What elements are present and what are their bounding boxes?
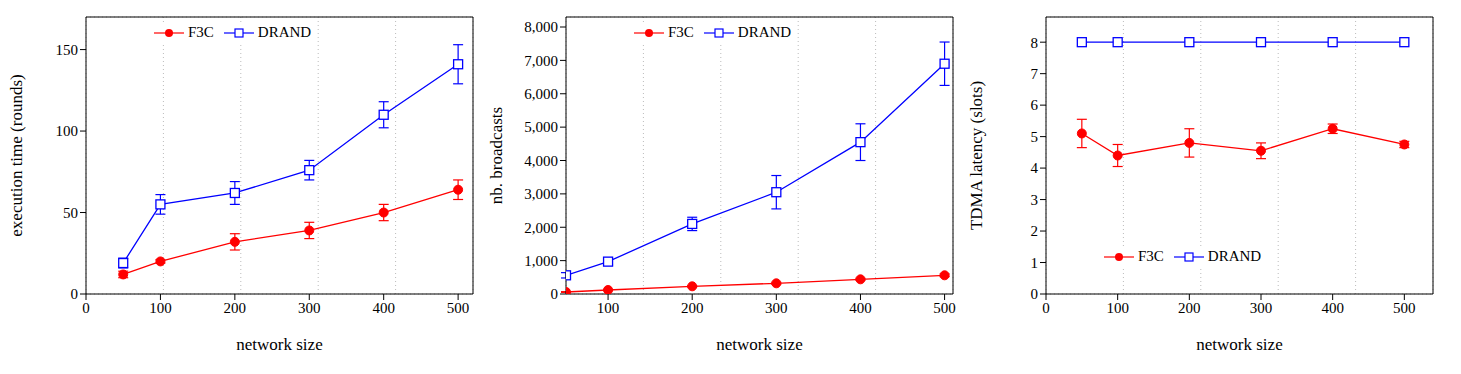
svg-text:1,000: 1,000: [524, 253, 558, 269]
svg-text:8: 8: [1031, 35, 1039, 51]
svg-text:0: 0: [82, 300, 90, 316]
svg-text:100: 100: [597, 300, 620, 316]
svg-text:200: 200: [1178, 300, 1201, 316]
svg-text:100: 100: [1106, 300, 1129, 316]
html-text:DRAND: DRAND: [737, 24, 792, 40]
svg-text:100: 100: [149, 300, 172, 316]
svg-text:6,000: 6,000: [524, 86, 558, 102]
svg-text:7,000: 7,000: [524, 53, 558, 69]
svg-text:300: 300: [298, 300, 321, 316]
svg-text:3: 3: [1031, 192, 1039, 208]
html-text:DRAND: DRAND: [257, 24, 312, 40]
svg-text:0: 0: [71, 286, 79, 302]
svg-text:0: 0: [551, 286, 559, 302]
html-text:F3C: F3C: [668, 24, 694, 40]
html-text:F3C: F3C: [1138, 248, 1164, 264]
svg-text:network size: network size: [1196, 335, 1282, 354]
svg-text:2,000: 2,000: [524, 220, 558, 236]
svg-text:3,000: 3,000: [524, 186, 558, 202]
svg-text:network size: network size: [236, 335, 322, 354]
svg-text:4: 4: [1031, 160, 1039, 176]
svg-text:400: 400: [372, 300, 395, 316]
svg-text:400: 400: [849, 300, 872, 316]
svg-text:execution time (rounds): execution time (rounds): [8, 74, 26, 236]
svg-text:7: 7: [1031, 66, 1039, 82]
svg-text:network size: network size: [716, 335, 802, 354]
svg-text:0: 0: [1042, 300, 1050, 316]
svg-text:2: 2: [1031, 223, 1039, 239]
svg-text:4,000: 4,000: [524, 153, 558, 169]
html-text:F3C: F3C: [188, 24, 214, 40]
svg-text:0: 0: [1031, 286, 1039, 302]
svg-text:8,000: 8,000: [524, 19, 558, 35]
svg-text:5: 5: [1031, 129, 1039, 145]
svg-text:200: 200: [224, 300, 247, 316]
svg-text:50: 50: [63, 205, 78, 221]
svg-text:300: 300: [1250, 300, 1273, 316]
html-text:DRAND: DRAND: [1207, 248, 1262, 264]
svg-text:300: 300: [765, 300, 788, 316]
svg-text:100: 100: [56, 123, 79, 139]
svg-text:200: 200: [681, 300, 704, 316]
svg-text:500: 500: [447, 300, 470, 316]
svg-text:5,000: 5,000: [524, 119, 558, 135]
svg-text:1: 1: [1031, 255, 1039, 271]
svg-text:500: 500: [1393, 300, 1416, 316]
svg-text:TDMA latency (slots): TDMA latency (slots): [968, 81, 986, 230]
svg-text:6: 6: [1031, 97, 1039, 113]
svg-text:150: 150: [56, 42, 79, 58]
svg-text:nb. broadcasts: nb. broadcasts: [488, 107, 506, 204]
svg-text:500: 500: [933, 300, 956, 316]
svg-text:400: 400: [1321, 300, 1344, 316]
